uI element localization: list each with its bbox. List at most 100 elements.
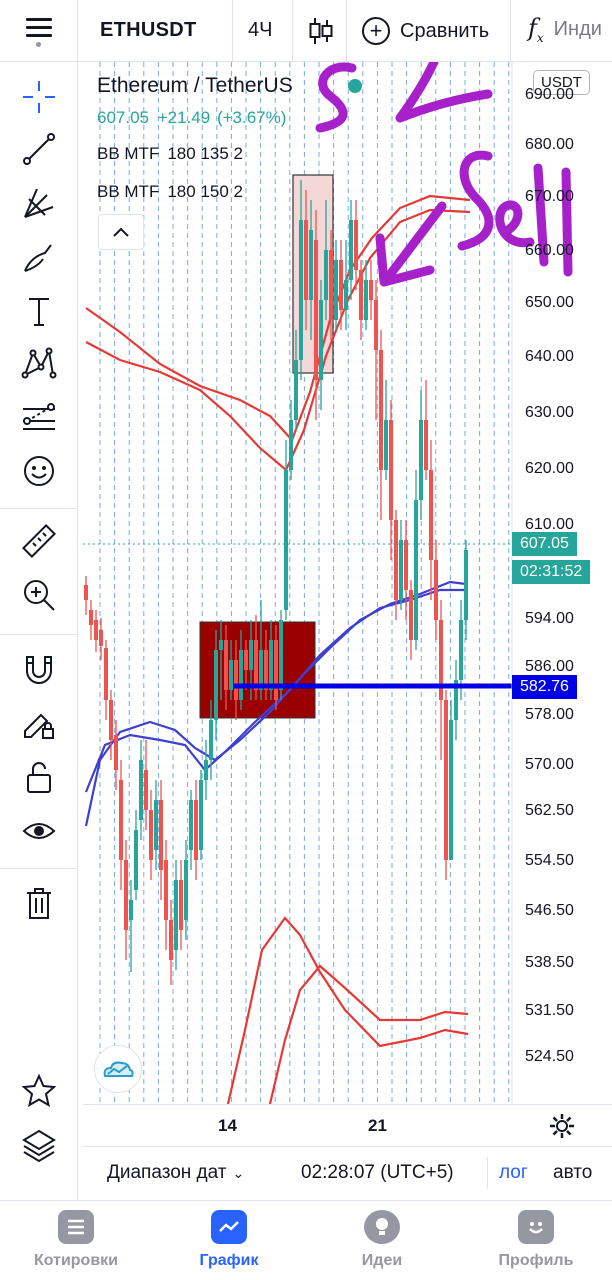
- lock-drawings-tool[interactable]: [18, 702, 60, 744]
- prediction-icon: [23, 403, 55, 430]
- auto-scale-toggle[interactable]: авто: [553, 1162, 593, 1183]
- indicator-legend-1[interactable]: BB MTF 180 135 2: [97, 144, 243, 163]
- candle-body: [159, 800, 163, 870]
- candle-body: [214, 650, 218, 720]
- candle-body: [389, 420, 393, 520]
- candle-body: [104, 648, 108, 700]
- candle-body: [339, 260, 343, 310]
- price-scale-label: 586.00: [525, 658, 574, 675]
- price-scale-label: 610.00: [525, 516, 574, 533]
- indicator-legend-2[interactable]: BB MTF 180 150 2: [97, 182, 243, 201]
- candle-body: [429, 470, 433, 560]
- candle-body: [344, 280, 348, 310]
- time-scale[interactable]: [83, 1104, 612, 1146]
- timezone-clock[interactable]: 02:28:07 (UTC+5): [301, 1162, 454, 1183]
- chevron-down-icon: ⌄: [232, 1165, 245, 1181]
- candle-body: [444, 700, 448, 860]
- candle-body: [264, 650, 268, 690]
- ruler-tool[interactable]: [18, 520, 60, 562]
- star-icon: [21, 1073, 57, 1108]
- market-status-dot: [348, 79, 362, 93]
- price-scale-label: 594.00: [525, 610, 574, 627]
- chart-type-button[interactable]: [308, 16, 334, 51]
- candle-body: [434, 560, 438, 620]
- candle-body: [254, 640, 258, 690]
- candle-body: [134, 830, 138, 890]
- trend-line-icon: [23, 133, 55, 165]
- candle-body: [244, 650, 248, 670]
- trend-line-tool[interactable]: [18, 128, 60, 170]
- crosshair-tool[interactable]: [18, 76, 60, 118]
- layers-tool[interactable]: [18, 1124, 60, 1166]
- time-label: 21: [368, 1116, 387, 1135]
- price-scale-label: 670.00: [525, 188, 574, 205]
- chart-settings-button[interactable]: [548, 1112, 576, 1145]
- candle-body: [99, 630, 103, 646]
- menu-button[interactable]: [0, 0, 78, 62]
- candle-body: [209, 720, 213, 760]
- candle-body: [374, 300, 378, 350]
- interval-button[interactable]: 4Ч: [248, 19, 273, 41]
- chart-control-bar: [83, 1146, 612, 1200]
- pattern-tool[interactable]: [18, 342, 60, 384]
- brush-tool[interactable]: [18, 236, 60, 278]
- unlock-tool[interactable]: [18, 756, 60, 798]
- ideas-icon: [364, 1210, 400, 1244]
- pattern-icon: [21, 347, 57, 379]
- delete-drawings-tool[interactable]: [18, 882, 60, 924]
- emoji-icon: [24, 456, 54, 486]
- nav-ideas[interactable]: Идеи: [322, 1210, 442, 1270]
- candle-body: [404, 540, 408, 590]
- emoji-tool[interactable]: [18, 450, 60, 492]
- date-range-dropdown[interactable]: Диапазон дат ⌄: [107, 1162, 245, 1183]
- zoom-tool[interactable]: [18, 574, 60, 616]
- prediction-tool[interactable]: [18, 396, 60, 438]
- bar-countdown-tag: 02:31:52: [512, 560, 591, 584]
- handwriting-sell: [533, 163, 549, 267]
- magnet-tool[interactable]: [18, 648, 60, 690]
- price-scale-label: 680.00: [525, 136, 574, 153]
- price-scale-label: 620.00: [525, 460, 574, 477]
- candle-body: [319, 300, 323, 380]
- candle-body: [94, 620, 98, 640]
- candle-body: [234, 660, 238, 700]
- nav-chart[interactable]: График: [169, 1210, 289, 1270]
- candle-body: [384, 420, 388, 470]
- candle-body: [314, 240, 318, 380]
- tradingview-logo[interactable]: [94, 1045, 142, 1093]
- nav-profile[interactable]: Профиль: [476, 1210, 596, 1270]
- candle-body: [179, 880, 183, 930]
- compare-button[interactable]: + Сравнить: [362, 17, 489, 45]
- indicators-button[interactable]: fx Инди: [528, 14, 602, 45]
- last-price-tag: 607.05: [512, 532, 577, 556]
- drawing-toolbar: [0, 62, 78, 1200]
- quotes-icon: [58, 1210, 94, 1244]
- nav-quotes[interactable]: Котировки: [16, 1210, 136, 1270]
- candle-body: [409, 590, 413, 640]
- candle-body: [189, 800, 193, 850]
- upper-band-line: [268, 964, 469, 1105]
- chart-pane[interactable]: [83, 62, 612, 1146]
- plus-circle-icon: +: [362, 17, 390, 45]
- candle-body: [274, 640, 278, 700]
- legend-price: 607.05 +21.49 (+3.67%): [97, 108, 287, 127]
- fib-tool[interactable]: [18, 182, 60, 224]
- favorites-tool[interactable]: [18, 1070, 60, 1112]
- collapse-legend-button[interactable]: [98, 214, 144, 250]
- candle-body: [379, 350, 383, 470]
- price-scale-label: 531.50: [525, 1002, 574, 1019]
- candle-body: [249, 640, 253, 670]
- candle-body: [364, 280, 368, 320]
- text-icon: [29, 298, 49, 326]
- candle-body: [229, 660, 233, 690]
- candle-body: [359, 270, 363, 320]
- currency-badge[interactable]: USDT: [533, 70, 590, 95]
- log-scale-toggle[interactable]: лог: [499, 1162, 528, 1183]
- price-scale-label: 660.00: [525, 242, 574, 259]
- symbol-button[interactable]: ETHUSDT: [100, 19, 197, 41]
- bottom-navigation: [0, 1200, 612, 1280]
- profile-icon: [518, 1210, 554, 1244]
- candle-body: [114, 735, 118, 770]
- text-tool[interactable]: [18, 290, 60, 332]
- visibility-tool[interactable]: [18, 810, 60, 852]
